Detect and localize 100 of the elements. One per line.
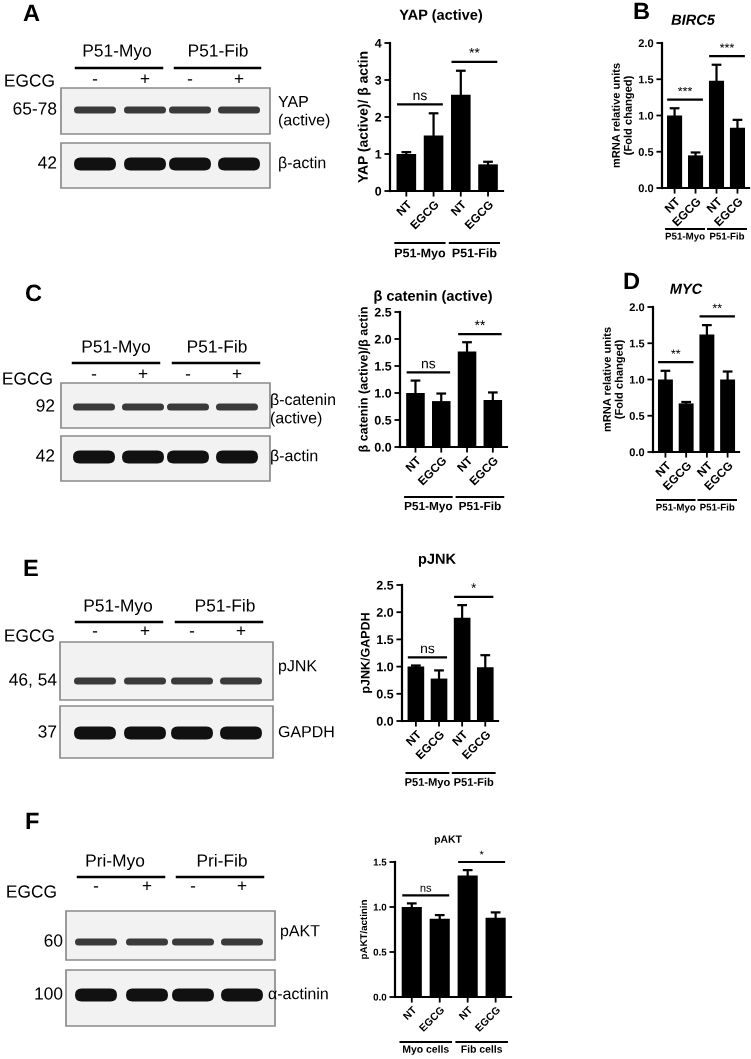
text: + [232,369,242,378]
text: pAKT [281,925,320,940]
y-tick-label: 2.0 [376,608,394,617]
y-tick-label: 1.0 [638,111,654,120]
text: - [190,886,196,888]
y-tick-label: 1.0 [375,388,392,398]
text: P51-Fib [452,248,497,258]
x-tick-label: NT [456,455,473,472]
y-tick-label: 0.5 [629,412,645,420]
annotation: ns [421,645,435,654]
text: YAP (active) [278,95,330,129]
text: 37 [38,725,57,738]
text: P51-Fib [196,598,255,612]
y-tick-label: 1.5 [638,75,654,84]
text: P51-Fib [700,503,735,511]
y-tick-label: 0.0 [374,442,392,452]
y-tick-label: 1.5 [629,339,645,348]
y-tick-label: 0.0 [376,716,394,726]
chart-title: pAKT [434,835,462,845]
annotation: ** [474,320,486,326]
annotation: *** [677,86,693,92]
text: * [479,850,484,855]
text: Pri-Fib [197,853,247,867]
y-tick-label: 2.0 [629,303,645,312]
y-tick-label: 1.0 [373,903,387,911]
text: EGCG [3,372,52,385]
annotation: * [471,583,477,589]
annotation: ns [420,885,432,892]
text: P51-Myo [83,44,152,61]
annotation: ns [421,360,436,369]
text: P51-Myo [405,778,450,789]
text: α-actinin [268,987,328,1000]
chart-title: YAP (active) [399,9,483,23]
text: P51-Myo [84,599,153,616]
text: β-actin [271,449,318,465]
text: 100 [35,987,63,1000]
y-tick-label: 0.5 [376,689,394,699]
x-tick-label: NT [450,199,467,216]
text: - [92,631,98,633]
x-tick-label: NT [458,1005,473,1020]
y-tick-label: 0.5 [374,415,392,425]
text: 42 [36,449,55,462]
y-axis-title: mRNA relative units (Fold changed) [611,63,635,168]
y-tick-label: 2.5 [374,307,392,317]
text: P51-Fib [188,339,247,353]
text: D [624,272,640,290]
y-tick-label: 0.5 [373,948,387,956]
text: A [23,4,40,22]
text: EGCG [7,885,56,898]
text: P51-Fib [710,232,745,240]
y-tick-label: 0.0 [638,184,654,193]
text: P51-Fib [189,43,248,57]
text: P51-Fib [459,501,501,511]
text: + [234,74,244,83]
text: - [92,79,98,81]
text: B [634,2,649,20]
y-tick-label: 3 [375,75,382,85]
text: C [25,284,42,302]
y-tick-label: 0.0 [629,448,645,457]
text: pJNK [279,660,317,675]
text: 60 [44,934,63,947]
text: P51-Myo [395,248,446,260]
text: EGCG [5,629,54,642]
text: 65-78 [13,102,57,115]
text: + [140,74,150,83]
x-tick-label: NT [402,1005,418,1020]
text: + [142,881,152,890]
text: - [91,374,97,376]
text: GAPDH [278,725,334,738]
annotation: ** [712,303,722,309]
text: Pri-Myo [86,853,145,871]
y-tick-label: 2 [375,112,382,122]
y-tick-label: 1.5 [373,858,387,866]
text: β-actin [279,156,326,172]
chart-title: pJNK [418,553,456,567]
text: - [189,631,195,633]
y-tick-label: 0.5 [638,148,654,156]
text: E [24,559,38,577]
text: - [185,374,191,376]
y-tick-label: 0.0 [373,993,387,1001]
chart-title: MYC [670,283,703,294]
text: - [93,886,99,888]
text: P51-Myo [82,340,151,357]
annotation: ** [671,349,681,354]
text: 92 [36,399,55,412]
y-tick-label: 2.0 [638,39,654,48]
text: 42 [38,156,57,169]
text: EGCG [5,74,54,87]
chart-title: BIRC5 [671,14,716,25]
text: + [236,626,246,635]
y-tick-label: 1 [375,149,382,159]
y-tick-label: 1.0 [377,662,394,672]
y-tick-label: 4 [374,38,382,48]
y-tick-label: 2.0 [374,334,392,344]
text: P51-Fib [454,777,494,786]
y-tick-label: 0 [375,186,382,196]
text: + [237,881,247,890]
text: P51-Myo [404,501,453,513]
text: 46, 54 [9,673,57,688]
y-axis-title: mRNA relative units (Fold changed) [602,327,626,432]
